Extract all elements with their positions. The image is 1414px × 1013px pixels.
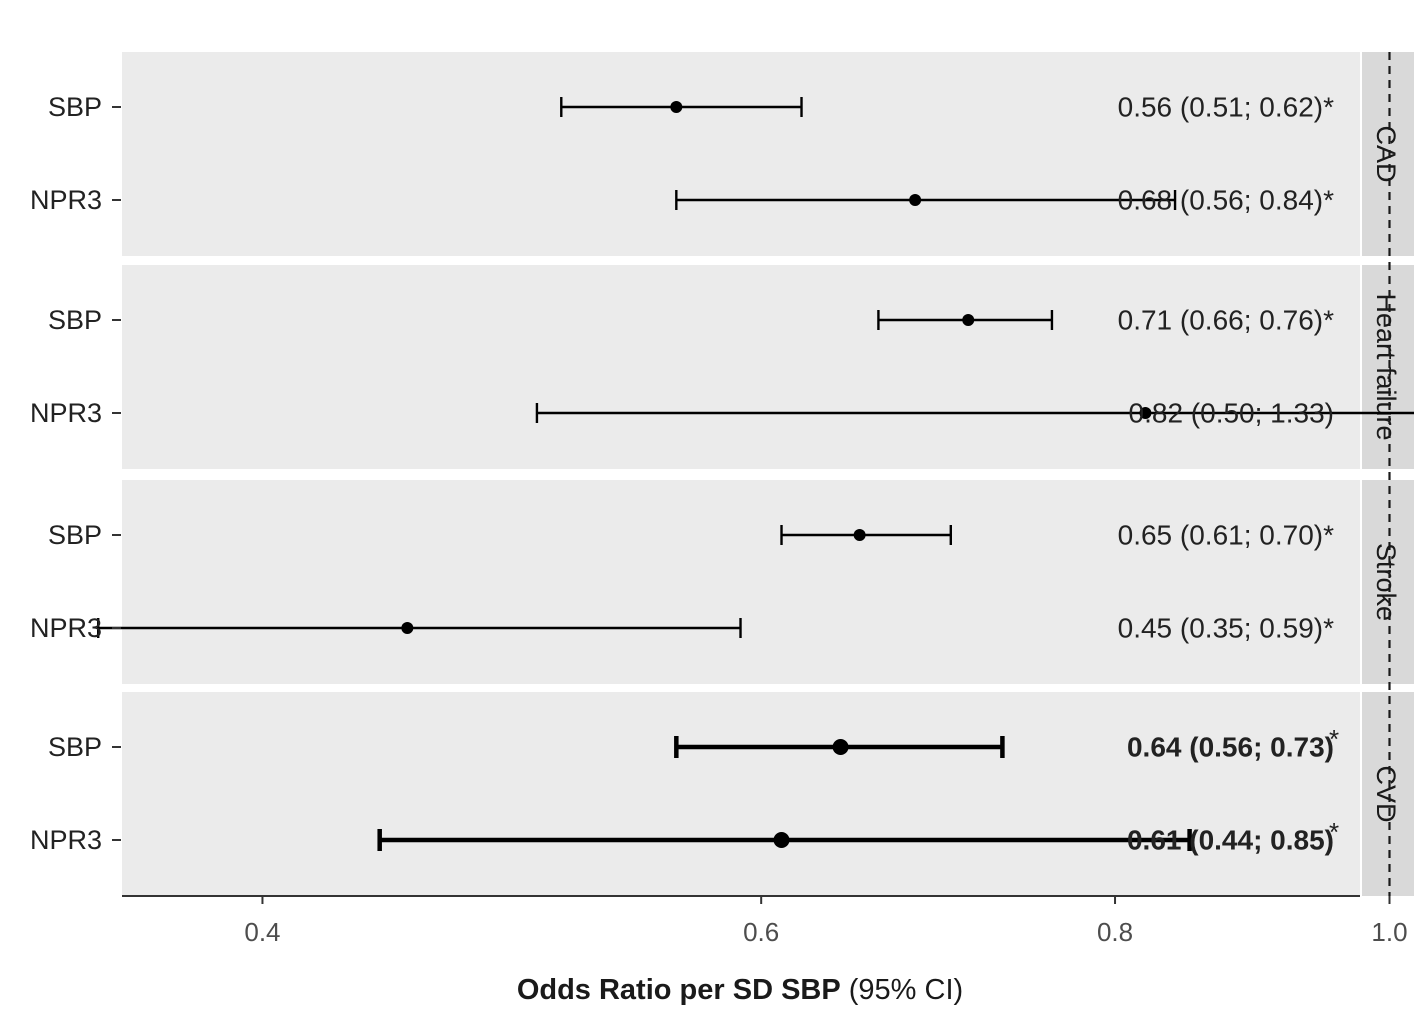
y-tick-label: NPR3 xyxy=(30,613,102,643)
y-tick-label: NPR3 xyxy=(30,185,102,215)
forest-row: SBP 0.64 (0.56; 0.73)* xyxy=(48,724,1339,763)
point-estimate xyxy=(670,101,683,113)
y-tick-label: NPR3 xyxy=(30,398,102,428)
x-tick-3: 1.0 xyxy=(1371,896,1408,947)
x-tick-0: 0.4 xyxy=(244,896,281,947)
panel-strip-label: Heart failure xyxy=(1371,293,1401,440)
point-estimate xyxy=(832,739,849,755)
panel-strip-label: CAD xyxy=(1371,125,1401,182)
estimate-text: 0.82 (0.50; 1.33) xyxy=(1129,398,1334,429)
x-tick-label: 0.6 xyxy=(743,917,779,947)
estimate-text: 0.68 (0.56; 0.84)* xyxy=(1118,185,1334,216)
point-estimate xyxy=(853,529,866,541)
x-axis-title: Odds Ratio per SD SBP (95% CI) xyxy=(517,974,963,1006)
x-tick-label: 1.0 xyxy=(1371,917,1407,947)
y-tick-label: SBP xyxy=(48,305,102,335)
panel-cad: CAD xyxy=(122,52,1414,256)
x-tick-label: 0.8 xyxy=(1097,917,1133,947)
x-tick-1: 0.6 xyxy=(743,896,779,947)
panel-strip xyxy=(1362,480,1414,684)
forest-row: SBP 0.56 (0.51; 0.62)* xyxy=(48,92,1334,123)
point-estimate xyxy=(1139,407,1152,419)
x-axis-title-space xyxy=(841,974,849,1006)
forest-row: NPR3 0.82 (0.50; 1.33) xyxy=(30,398,1414,429)
forest-row: SBP 0.65 (0.61; 0.70)* xyxy=(48,520,1334,551)
estimate-text: 0.61 (0.44; 0.85) xyxy=(1127,825,1334,856)
estimate-text: 0.64 (0.56; 0.73) xyxy=(1127,732,1334,763)
significance-star: * xyxy=(1329,817,1339,847)
x-tick-label: 0.4 xyxy=(244,917,280,947)
panel-strip xyxy=(1362,52,1414,256)
forest-row: NPR3 0.61 (0.44; 0.85)* xyxy=(30,817,1339,856)
x-axis-title-bold: Odds Ratio per SD SBP xyxy=(517,974,841,1006)
x-tick-2: 0.8 xyxy=(1097,896,1133,947)
panel-strip-label: Stroke xyxy=(1371,543,1401,621)
panel-background xyxy=(122,692,1360,896)
estimate-text: 0.71 (0.66; 0.76)* xyxy=(1118,305,1334,336)
panel-stroke: Stroke xyxy=(122,480,1414,684)
panel-cvd: CVD xyxy=(122,692,1414,896)
significance-star: * xyxy=(1329,724,1339,754)
panel-strip xyxy=(1362,265,1414,469)
panel-heart-failure: Heart failure xyxy=(122,265,1414,469)
x-axis-title-rest: (95% CI) xyxy=(849,974,963,1006)
forest-row: NPR3 0.45 (0.35; 0.59)* xyxy=(30,613,1334,644)
estimate-text: 0.65 (0.61; 0.70)* xyxy=(1118,520,1334,551)
y-tick-label: NPR3 xyxy=(30,825,102,855)
y-tick-label: SBP xyxy=(48,92,102,122)
estimate-text: 0.45 (0.35; 0.59)* xyxy=(1118,613,1334,644)
forest-row: SBP 0.71 (0.66; 0.76)* xyxy=(48,305,1334,336)
panel-strip xyxy=(1362,692,1414,896)
point-estimate xyxy=(401,622,414,634)
panel-background xyxy=(122,52,1360,256)
point-estimate xyxy=(773,832,790,848)
y-tick-label: SBP xyxy=(48,732,102,762)
panel-background xyxy=(122,480,1360,684)
forest-row: NPR3 0.68 (0.56; 0.84)* xyxy=(30,185,1334,216)
panel-background xyxy=(122,265,1360,469)
point-estimate xyxy=(962,314,975,326)
y-tick-label: SBP xyxy=(48,520,102,550)
panel-strip-label: CVD xyxy=(1371,765,1401,822)
estimate-text: 0.56 (0.51; 0.62)* xyxy=(1118,92,1334,123)
point-estimate xyxy=(909,194,922,206)
